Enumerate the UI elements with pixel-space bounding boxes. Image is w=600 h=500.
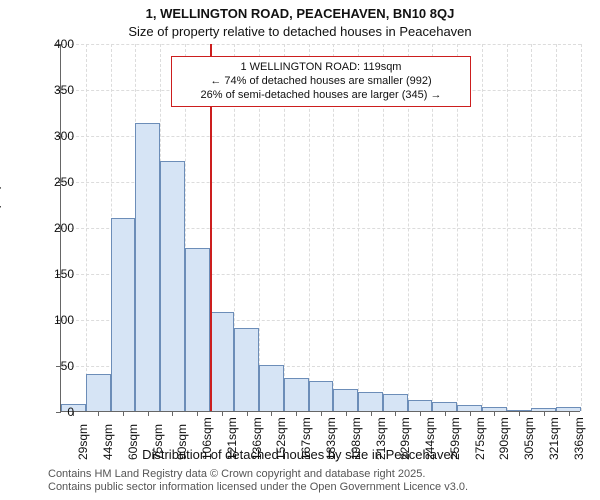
x-tick-mark bbox=[544, 411, 545, 416]
chart-title: 1, WELLINGTON ROAD, PEACEHAVEN, BN10 8QJ bbox=[0, 6, 600, 21]
histogram-bar bbox=[135, 123, 160, 411]
histogram-bar bbox=[309, 381, 334, 411]
x-tick-mark bbox=[222, 411, 223, 416]
annotation-line: ← 74% of detached houses are smaller (99… bbox=[176, 75, 466, 89]
x-tick-mark bbox=[296, 411, 297, 416]
histogram-bar bbox=[358, 392, 383, 411]
x-tick-mark bbox=[519, 411, 520, 416]
x-tick-mark bbox=[148, 411, 149, 416]
y-tick-mark bbox=[56, 412, 61, 413]
histogram-bar bbox=[259, 365, 284, 411]
x-tick-mark bbox=[445, 411, 446, 416]
y-tick-label: 300 bbox=[54, 129, 74, 143]
annotation-box: 1 WELLINGTON ROAD: 119sqm← 74% of detach… bbox=[171, 56, 471, 107]
x-tick-mark bbox=[346, 411, 347, 416]
histogram-bar bbox=[383, 394, 408, 411]
gridline-vertical bbox=[531, 44, 532, 411]
histogram-bar bbox=[210, 312, 235, 411]
x-tick-mark bbox=[371, 411, 372, 416]
gridline-vertical bbox=[507, 44, 508, 411]
y-tick-label: 200 bbox=[54, 221, 74, 235]
x-tick-mark bbox=[494, 411, 495, 416]
histogram-bar bbox=[333, 389, 358, 411]
histogram-bar bbox=[111, 218, 136, 411]
x-tick-mark bbox=[247, 411, 248, 416]
x-tick-mark bbox=[172, 411, 173, 416]
x-tick-mark bbox=[271, 411, 272, 416]
x-tick-mark bbox=[98, 411, 99, 416]
footnote: Contains HM Land Registry data © Crown c… bbox=[48, 468, 590, 494]
histogram-bar bbox=[408, 400, 433, 411]
x-tick-mark bbox=[197, 411, 198, 416]
y-axis-label: Number of detached properties bbox=[0, 150, 2, 329]
gridline-horizontal bbox=[61, 44, 581, 45]
gridline-vertical bbox=[482, 44, 483, 411]
footnote-line-1: Contains HM Land Registry data © Crown c… bbox=[48, 468, 590, 481]
gridline-vertical bbox=[86, 44, 87, 411]
x-tick-mark bbox=[321, 411, 322, 416]
y-tick-label: 100 bbox=[54, 313, 74, 327]
x-tick-mark bbox=[569, 411, 570, 416]
annotation-line: 26% of semi-detached houses are larger (… bbox=[176, 89, 466, 103]
y-tick-label: 0 bbox=[67, 405, 74, 419]
histogram-bar bbox=[86, 374, 111, 411]
gridline-vertical bbox=[556, 44, 557, 411]
gridline-vertical bbox=[581, 44, 582, 411]
plot-area: 1 WELLINGTON ROAD: 119sqm← 74% of detach… bbox=[60, 44, 580, 412]
annotation-line: 1 WELLINGTON ROAD: 119sqm bbox=[176, 61, 466, 75]
x-axis-label: Distribution of detached houses by size … bbox=[0, 447, 600, 462]
y-tick-label: 150 bbox=[54, 267, 74, 281]
y-tick-label: 250 bbox=[54, 175, 74, 189]
x-tick-mark bbox=[395, 411, 396, 416]
y-tick-label: 50 bbox=[61, 359, 74, 373]
x-tick-mark bbox=[420, 411, 421, 416]
chart-subtitle: Size of property relative to detached ho… bbox=[0, 24, 600, 39]
histogram-bar bbox=[432, 402, 457, 411]
histogram-bar bbox=[284, 378, 309, 411]
footnote-line-2: Contains public sector information licen… bbox=[48, 481, 590, 494]
page: 1, WELLINGTON ROAD, PEACEHAVEN, BN10 8QJ… bbox=[0, 0, 600, 500]
x-tick-mark bbox=[470, 411, 471, 416]
histogram-bar bbox=[234, 328, 259, 411]
histogram-bar bbox=[185, 248, 210, 411]
y-tick-label: 400 bbox=[54, 37, 74, 51]
x-tick-mark bbox=[123, 411, 124, 416]
y-tick-label: 350 bbox=[54, 83, 74, 97]
histogram-bar bbox=[160, 161, 185, 411]
